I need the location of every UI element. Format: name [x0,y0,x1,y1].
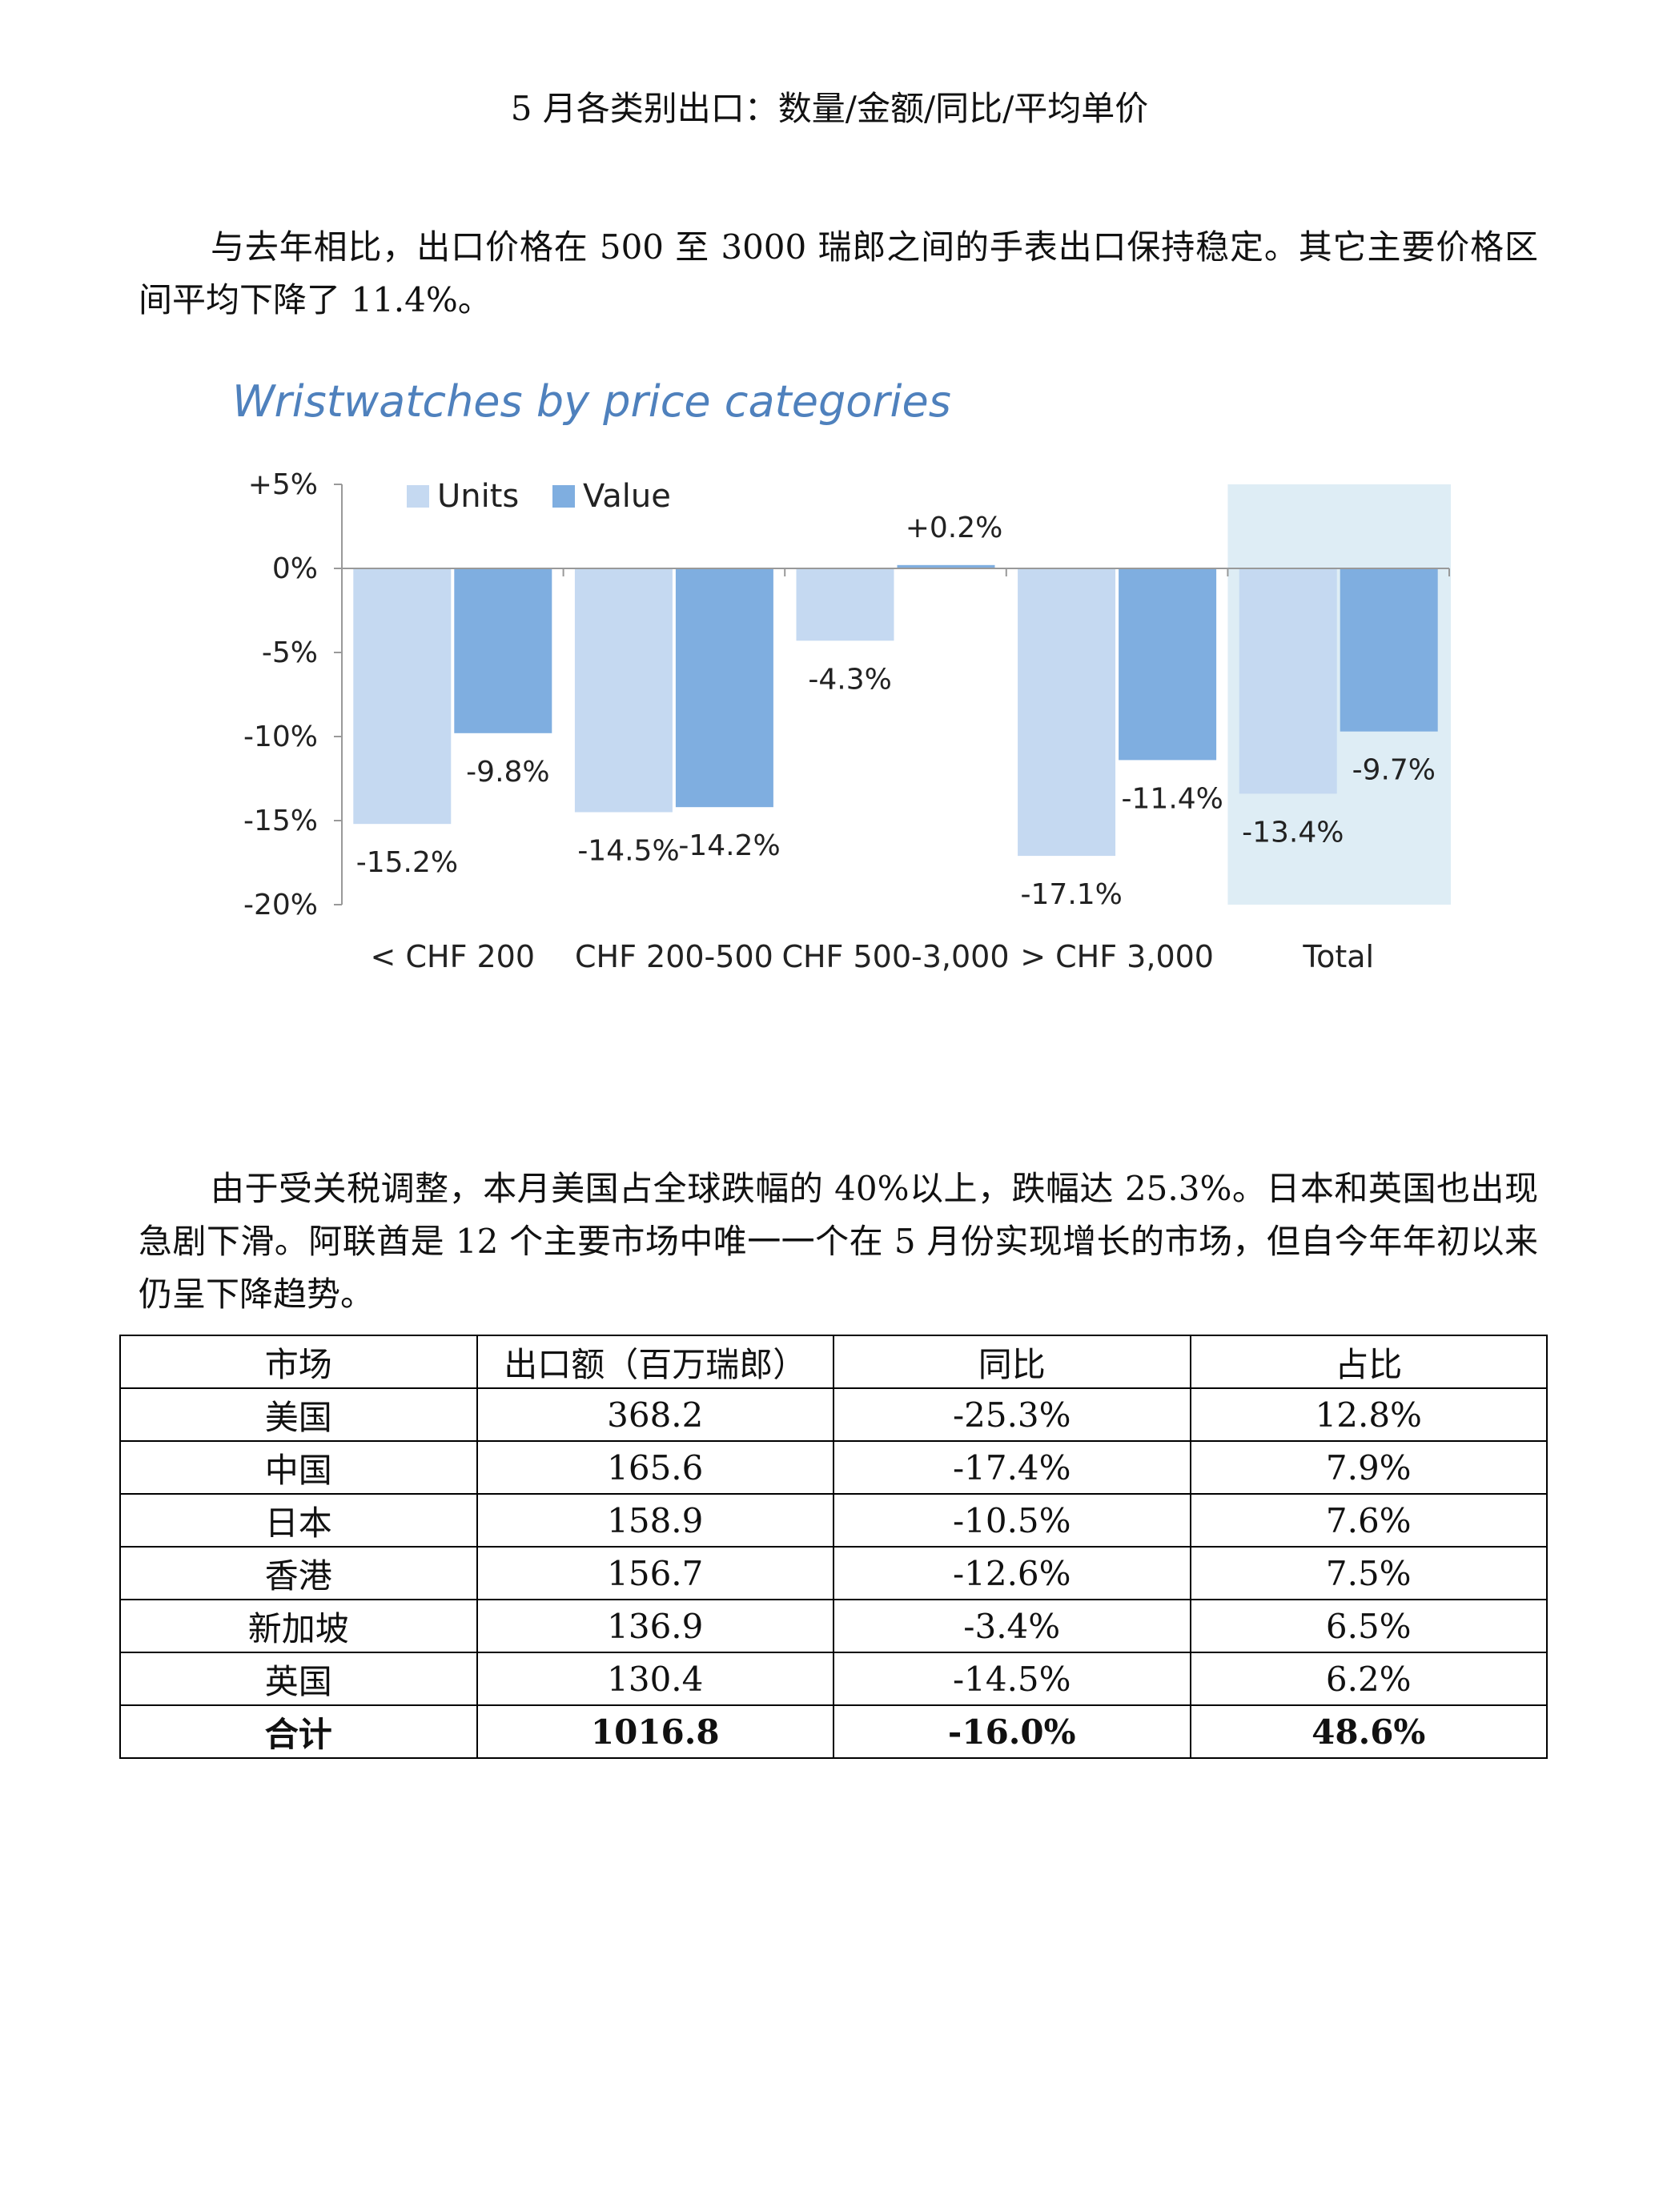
cell-market: 日本 [119,1493,478,1548]
data-label: -15.2% [356,846,458,879]
total-cell-export-value: 1016.8 [476,1704,834,1759]
data-label: +0.2% [906,512,1003,544]
page-title: 5 月各类别出口：数量/金额/同比/平均单价 [510,89,1149,128]
cell-share: 6.2% [1189,1652,1548,1706]
bar-value [675,568,773,808]
total-cell-market: 合计 [119,1704,478,1759]
cell-market: 中国 [119,1440,478,1495]
cell-export-value: 158.9 [476,1493,834,1548]
cell-market: 美国 [119,1387,478,1442]
x-tick-label: CHF 200-500 [575,939,773,974]
table-row: 英国 130.4 -14.5% 6.2% [119,1652,1548,1706]
cell-yoy: -25.3% [833,1387,1191,1442]
bar-units [574,568,673,813]
data-label: -14.2% [678,829,780,862]
cell-market: 新加坡 [119,1599,478,1653]
data-label: -4.3% [808,663,891,696]
header-market: 市场 [119,1335,478,1389]
cell-yoy: -14.5% [833,1652,1191,1706]
cell-share: 12.8% [1189,1387,1548,1442]
cell-yoy: -3.4% [833,1599,1191,1653]
data-label: -17.1% [1021,878,1123,911]
chart-svg: Wristwatches by price categories -15.2% -1… [232,376,1451,974]
cell-yoy: -17.4% [833,1440,1191,1495]
y-tick-label: -20% [243,889,318,921]
header-share: 占比 [1189,1335,1548,1389]
price-category-chart: Wristwatches by price categories -15.2% -1… [200,352,1481,993]
y-tick-label: +5% [248,468,318,501]
legend-label-value: Value [583,478,671,515]
bar-units [796,568,894,641]
data-label: -9.8% [466,756,549,789]
bar-value [897,564,995,568]
cell-export-value: 165.6 [476,1440,834,1495]
header-export-value: 出口额（百万瑞郎） [476,1335,834,1389]
table-row: 日本 158.9 -10.5% 7.6% [119,1493,1548,1548]
legend-swatch-units [407,485,429,508]
table-header-row: 市场 出口额（百万瑞郎） 同比 占比 [119,1335,1548,1389]
data-label: -13.4% [1242,816,1344,849]
bar-value [454,568,552,733]
table-row: 美国 368.2 -25.3% 12.8% [119,1387,1548,1442]
data-label: -14.5% [577,835,679,868]
cell-export-value: 130.4 [476,1652,834,1706]
header-yoy: 同比 [833,1335,1191,1389]
paragraph-markets: 由于受关税调整，本月美国占全球跌幅的 40%以上，跌幅达 25.3%。日本和英国… [139,1169,1538,1314]
bar-value [1340,568,1438,732]
x-tick-label: CHF 500-3,000 [781,939,1009,974]
bar-units [1018,568,1116,857]
x-tick-label: > CHF 3,000 [1020,939,1214,974]
data-label: -11.4% [1122,782,1223,815]
paragraph-price-categories: 与去年相比，出口价格在 500 至 3000 瑞郎之间的手表出口保持稳定。其它主… [139,227,1538,319]
table-row: 中国 165.6 -17.4% 7.9% [119,1440,1548,1495]
total-cell-share: 48.6% [1189,1704,1548,1759]
y-tick-label: -5% [262,636,318,669]
cell-export-value: 368.2 [476,1387,834,1442]
legend-label-units: Units [437,478,519,515]
legend-swatch-value [552,485,575,508]
x-tick-label: < CHF 200 [371,939,536,974]
table-body: 美国 368.2 -25.3% 12.8% 中国 165.6 -17.4% 7.9% 日本 158… [119,1387,1548,1759]
x-tick-label: Total [1302,939,1374,974]
cell-export-value: 156.7 [476,1546,834,1600]
cell-yoy: -10.5% [833,1493,1191,1548]
cell-export-value: 136.9 [476,1599,834,1653]
table-row: 香港 156.7 -12.6% 7.5% [119,1546,1548,1600]
cell-market: 香港 [119,1546,478,1600]
table-row: 新加坡 136.9 -3.4% 6.5% [119,1599,1548,1653]
cell-yoy: -12.6% [833,1546,1191,1600]
cell-share: 6.5% [1189,1599,1548,1653]
table-total-row: 合计 1016.8 -16.0% 48.6% [119,1704,1548,1759]
market-table: 市场 出口额（百万瑞郎） 同比 占比 美国 368.2 -25.3% 12.8% 中国 1… [119,1335,1548,1759]
y-tick-label: -10% [243,721,318,753]
cell-share: 7.6% [1189,1493,1548,1548]
bar-units [1239,568,1337,794]
bar-units [353,568,452,825]
y-tick-label: 0% [272,552,318,585]
cell-market: 英国 [119,1652,478,1706]
cell-share: 7.5% [1189,1546,1548,1600]
y-tick-label: -15% [243,805,318,837]
cell-share: 7.9% [1189,1440,1548,1495]
chart-title: Wristwatches by price categories [232,376,951,427]
data-label: -9.7% [1352,754,1436,787]
total-cell-yoy: -16.0% [833,1704,1191,1759]
bar-value [1119,568,1217,761]
